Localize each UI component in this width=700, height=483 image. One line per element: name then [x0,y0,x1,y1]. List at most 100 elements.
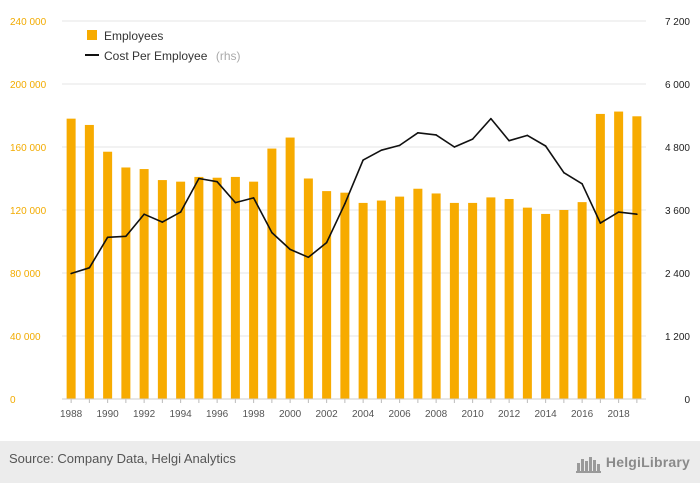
cost-per-employee-line [70,117,638,275]
point-cost-per-employee [617,211,620,213]
point-cost-per-employee [471,138,474,140]
legend: Employees Cost Per Employee (rhs) [85,29,241,64]
bar-employees [230,176,240,399]
y-left-tick-label: 40 000 [10,332,41,343]
point-cost-per-employee [599,222,602,224]
bar-employees [376,200,386,399]
point-cost-per-employee [307,256,310,259]
point-cost-per-employee [344,202,346,205]
point-cost-per-employee [70,272,72,275]
bar-employees [395,196,405,399]
bar-employees [249,181,259,399]
point-cost-per-employee [453,146,456,148]
bar-employees [212,177,222,399]
y-right-tick-label: 2 400 [665,269,690,280]
y-right-tick-label: 3 600 [665,206,690,217]
library-icon [575,457,601,473]
y-right-tick-label: 6 000 [665,80,690,91]
bar-employees [468,202,478,399]
point-cost-per-employee [161,221,164,223]
x-tick-label: 1996 [206,409,229,420]
point-cost-per-employee [563,171,565,174]
x-tick-label: 2014 [535,409,558,420]
y-right-tick-label: 7 200 [665,17,690,28]
point-cost-per-employee [417,132,419,134]
brand-logo: HelgiLibrary [575,447,690,477]
y-left-tick-label: 0 [10,395,16,406]
point-cost-per-employee [508,139,510,142]
bar-employees [449,202,459,399]
point-cost-per-employee [125,235,127,238]
bar-employees [176,181,186,399]
bar-employees [84,124,94,399]
bar-employees [632,116,642,399]
employees-bars [66,111,642,400]
bar-employees [303,178,313,399]
x-tick-label: 1994 [170,409,193,420]
bar-employees [194,176,204,399]
left-axis-ticks: 0 40 000 80 000 120 000 160 000 200 000 240 00… [10,17,47,406]
bar-employees [504,198,514,399]
x-tick-label: 2002 [316,409,339,420]
bar-employees [486,197,496,399]
point-cost-per-employee [380,149,383,151]
legend-label-cost-per-employee: Cost Per Employee [104,49,208,63]
point-cost-per-employee [325,241,328,244]
point-cost-per-employee [490,117,492,120]
bar-employees [541,213,551,399]
point-cost-per-employee [106,236,109,239]
bar-employees [121,167,131,399]
x-tick-label: 2016 [571,409,594,420]
x-tick-label: 1988 [60,409,83,420]
brand-name: HelgiLibrary [605,454,690,470]
point-cost-per-employee [398,144,401,147]
right-axis-ticks: 0 1 200 2 400 3 600 4 800 6 000 7 200 [665,17,690,406]
x-tick-label: 2000 [279,409,302,420]
bar-employees [577,202,587,399]
gridlines [62,20,646,400]
bar-employees [285,137,295,400]
x-tick-label: 1990 [97,409,120,420]
bar-employees [157,180,167,399]
line-series-cost-per-employee [70,117,637,275]
y-right-tick-label: 0 [684,395,690,406]
legend-label-employees: Employees [104,29,163,43]
point-cost-per-employee [544,145,547,147]
x-axis-ticks: 1988 1990 1992 1994 1996 1998 2000 2002 2004 2006… [60,398,646,420]
y-left-tick-label: 200 000 [10,80,47,91]
point-cost-per-employee [289,248,291,251]
y-right-tick-label: 1 200 [665,332,690,343]
point-cost-per-employee [581,182,583,185]
point-cost-per-employee [271,231,273,234]
point-cost-per-employee [216,180,218,183]
bar-employees [413,188,423,399]
x-tick-label: 1992 [133,409,156,420]
combo-chart: 0 40 000 80 000 120 000 160 000 200 000 240 00… [10,17,690,420]
x-tick-label: 2012 [498,409,521,420]
bar-employees [559,210,569,399]
x-tick-label: 2004 [352,409,375,420]
x-tick-label: 2006 [389,409,412,420]
y-left-tick-label: 240 000 [10,17,47,28]
bar-employees [267,148,277,399]
x-tick-label: 2018 [608,409,631,420]
y-left-tick-label: 80 000 [10,269,41,280]
source-note: Source: Company Data, Helgi Analytics [9,451,236,466]
x-tick-label: 1998 [243,409,266,420]
bar-employees [340,192,350,399]
point-cost-per-employee [362,159,364,161]
bar-employees [431,193,441,399]
point-cost-per-employee [179,211,182,213]
y-right-tick-label: 4 800 [665,143,690,154]
svg-text:Cost Per Employee (rhs): Cost Per Employee (rhs) [104,47,241,64]
x-tick-label: 2008 [425,409,448,420]
point-cost-per-employee [526,134,529,137]
bar-employees [595,113,605,400]
y-left-tick-label: 120 000 [10,206,47,217]
legend-swatch-employees [87,30,97,40]
y-left-tick-label: 160 000 [10,143,47,154]
bar-employees [358,202,368,399]
x-tick-label: 2010 [462,409,485,420]
footer: Source: Company Data, Helgi Analytics He… [0,441,700,483]
bar-employees [522,207,532,399]
